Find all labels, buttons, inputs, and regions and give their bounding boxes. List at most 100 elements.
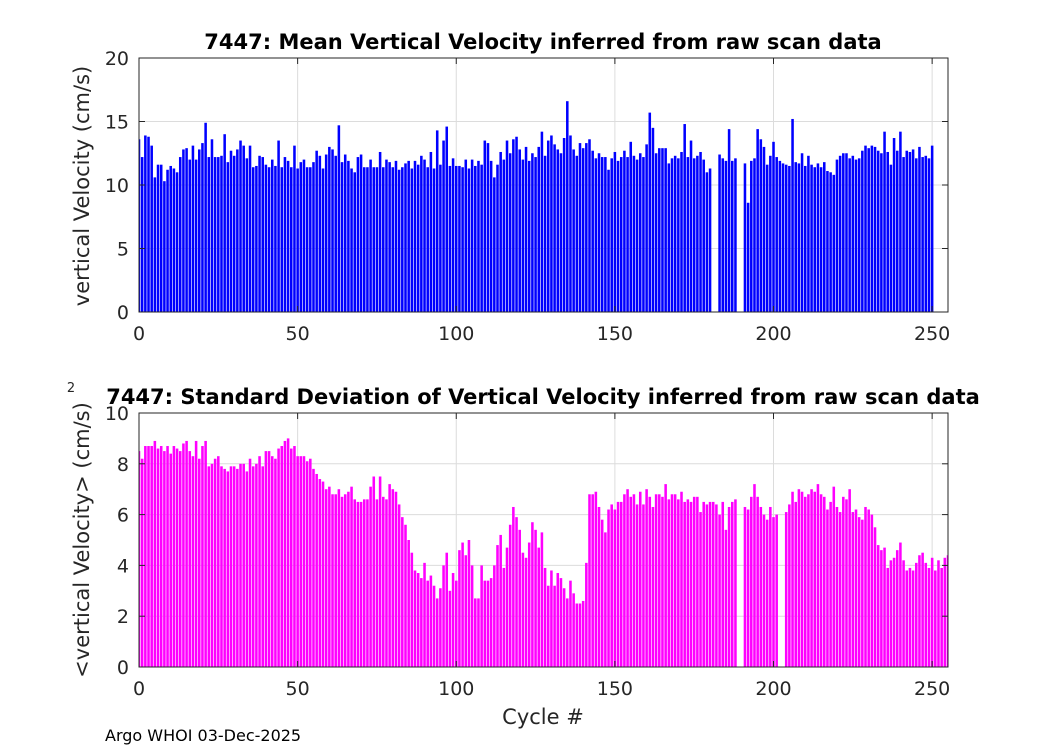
bar: [562, 138, 566, 312]
bar: [889, 560, 893, 667]
bar: [521, 552, 525, 667]
bar: [474, 598, 477, 667]
bar: [803, 496, 807, 667]
bar: [708, 168, 712, 312]
bar: [626, 157, 629, 312]
bar: [581, 148, 585, 312]
bar: [543, 155, 547, 312]
bar: [150, 446, 153, 667]
bar: [274, 165, 277, 312]
y-tick-label: 10: [105, 403, 129, 425]
bar: [924, 562, 928, 667]
bar: [838, 155, 842, 312]
y-tick-label: 10: [105, 175, 129, 197]
bar: [486, 580, 490, 667]
bar: [378, 151, 382, 312]
bar: [778, 160, 782, 312]
bar: [493, 565, 496, 667]
bar: [232, 466, 236, 667]
bar: [683, 124, 686, 312]
bar: [724, 529, 728, 667]
bar: [899, 131, 902, 312]
bar: [791, 491, 794, 667]
bar: [895, 550, 899, 667]
bar: [423, 562, 426, 667]
bar: [223, 468, 226, 667]
bar: [943, 557, 947, 667]
bar: [845, 499, 848, 667]
bar: [870, 514, 874, 667]
bar: [474, 165, 477, 312]
bar: [546, 140, 550, 312]
bar: [842, 496, 845, 667]
bar: [838, 512, 842, 667]
bar: [683, 501, 686, 667]
bar: [794, 501, 797, 667]
bar: [826, 509, 829, 667]
bar-series: [139, 438, 948, 667]
bar: [153, 177, 157, 312]
bar: [734, 499, 737, 667]
bar: [309, 458, 312, 667]
bar: [442, 565, 445, 667]
bar: [401, 517, 404, 667]
bar: [140, 157, 144, 312]
bar: [861, 150, 864, 312]
bar: [813, 167, 817, 312]
bar: [651, 506, 655, 667]
bar: [451, 573, 455, 667]
x-tick-label: 200: [755, 678, 791, 700]
bar: [270, 159, 274, 312]
bar: [905, 570, 909, 667]
bar: [664, 148, 667, 312]
bar: [575, 155, 579, 312]
bar: [217, 157, 220, 312]
y-tick-label: 0: [117, 302, 129, 324]
axes-box: [138, 412, 949, 668]
bar: [255, 463, 258, 667]
bar: [623, 150, 626, 312]
bar: [810, 164, 813, 312]
bar: [445, 126, 449, 312]
bar: [264, 451, 268, 667]
bar: [442, 140, 445, 312]
bar: [892, 557, 896, 667]
bar: [607, 169, 610, 312]
bar: [340, 496, 344, 667]
x-tick-label: 200: [755, 323, 791, 345]
bar: [835, 159, 839, 312]
bar: [512, 506, 515, 667]
bar: [918, 555, 921, 667]
bar: [721, 158, 725, 312]
bar: [654, 153, 658, 312]
bar: [321, 168, 325, 312]
bar: [178, 451, 182, 667]
y-tick-label: 0: [117, 657, 129, 679]
bar: [610, 504, 613, 667]
bar: [667, 499, 671, 667]
bar: [242, 463, 245, 667]
bar: [340, 162, 344, 312]
bar: [302, 456, 306, 667]
bar: [731, 501, 734, 667]
bar: [185, 440, 188, 667]
axis-ticks: 0 50 100 150 200 250 0 5 10 15 20: [105, 48, 950, 345]
bar: [889, 164, 893, 312]
bar: [236, 149, 239, 312]
bar: [921, 157, 924, 312]
bar: [328, 486, 331, 667]
bar: [604, 532, 607, 667]
bar: [169, 165, 172, 312]
y-tick-label: 6: [117, 505, 129, 527]
bar: [328, 146, 331, 312]
bar: [553, 585, 556, 667]
bar: [883, 547, 886, 667]
bar: [223, 134, 226, 312]
bar: [718, 154, 721, 312]
bar: [673, 494, 677, 667]
bar: [588, 139, 591, 312]
bar: [194, 440, 198, 667]
bar: [794, 162, 797, 312]
bar: [899, 542, 902, 667]
bar: [388, 484, 391, 667]
